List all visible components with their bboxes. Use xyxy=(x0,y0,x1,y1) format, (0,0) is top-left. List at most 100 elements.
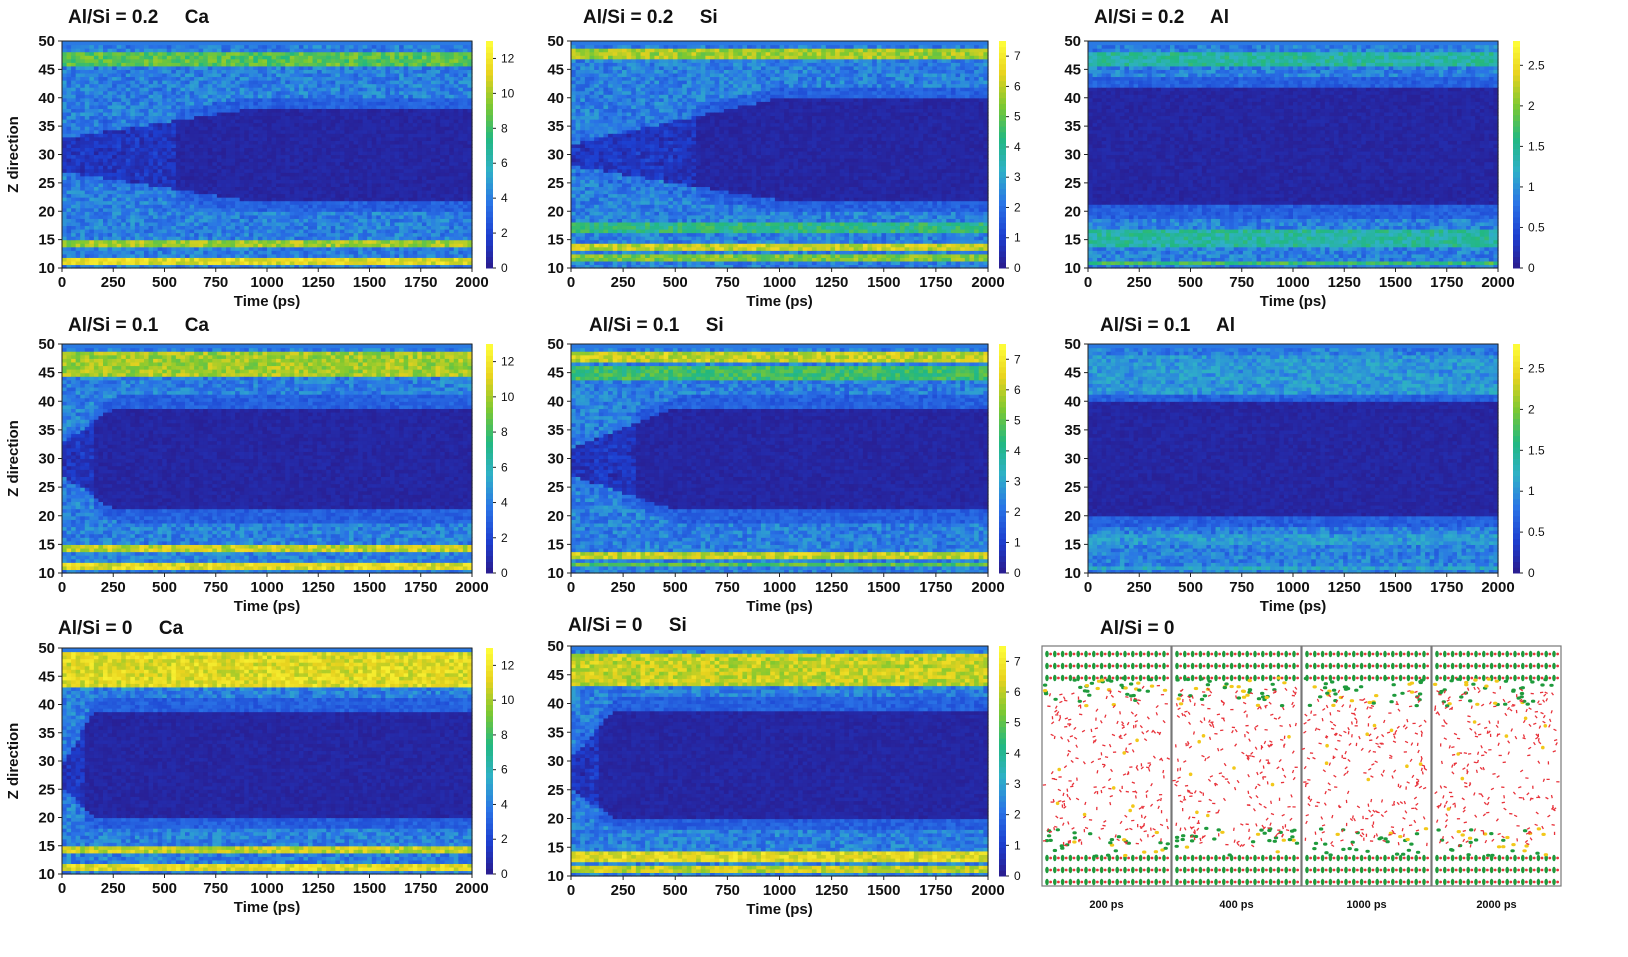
heatmap-cell xyxy=(262,189,268,195)
heatmap-cell xyxy=(226,225,232,230)
heatmap-cell xyxy=(312,197,318,202)
heatmap-cell xyxy=(385,179,391,184)
heatmap-cell xyxy=(308,154,314,159)
heatmap-cell xyxy=(194,197,200,202)
heatmap-cell xyxy=(134,69,141,74)
heatmap-cell xyxy=(358,193,364,198)
heatmap-cell xyxy=(330,250,336,255)
heatmap-cell xyxy=(175,207,182,212)
heatmap-cell xyxy=(235,58,241,63)
heatmap-cell xyxy=(175,232,182,237)
heatmap-cell xyxy=(148,104,154,109)
heatmap-cell xyxy=(107,246,113,251)
heatmap-cell xyxy=(390,41,396,46)
heatmap-cell xyxy=(98,260,104,266)
heatmap-cell xyxy=(75,218,81,223)
heatmap-cell xyxy=(175,218,182,223)
heatmap-cell xyxy=(75,51,81,56)
heatmap-cell xyxy=(289,158,295,163)
heatmap-cell xyxy=(353,168,359,173)
heatmap-cell xyxy=(80,182,86,188)
heatmap-cell xyxy=(71,257,77,262)
heatmap-cell xyxy=(66,115,72,120)
heatmap-cell xyxy=(321,83,327,88)
heatmap-cell xyxy=(344,80,350,85)
heatmap-cell xyxy=(175,246,182,251)
heatmap-cell xyxy=(358,189,364,195)
heatmap-cell xyxy=(139,69,145,74)
heatmap-cell xyxy=(112,115,118,120)
heatmap-cell xyxy=(148,228,154,234)
heatmap-cell xyxy=(62,147,68,152)
heatmap-cell xyxy=(125,55,131,60)
heatmap-cell xyxy=(317,122,323,127)
heatmap-cell xyxy=(71,189,77,195)
heatmap-cell xyxy=(194,168,200,173)
heatmap-cell xyxy=(134,58,141,63)
heatmap-cell xyxy=(394,197,400,202)
heatmap-cell xyxy=(335,129,341,134)
heatmap-cell xyxy=(412,193,418,198)
heatmap-cell xyxy=(98,119,104,124)
heatmap-cell xyxy=(248,44,254,49)
heatmap-cell xyxy=(107,218,113,223)
heatmap-cell xyxy=(308,218,314,223)
heatmap-cell xyxy=(212,119,218,124)
heatmap-cell xyxy=(294,214,300,219)
heatmap-cell xyxy=(408,200,414,205)
heatmap-cell xyxy=(285,204,291,209)
heatmap-cell xyxy=(71,211,77,216)
heatmap-cell xyxy=(349,76,355,81)
heatmap-cell xyxy=(358,80,364,85)
heatmap-cell xyxy=(93,189,100,195)
heatmap-cell xyxy=(230,236,236,241)
heatmap-cell xyxy=(317,90,323,95)
heatmap-cell xyxy=(380,211,387,216)
heatmap-cell xyxy=(321,175,327,180)
heatmap-cell xyxy=(289,225,295,230)
heatmap-cell xyxy=(107,179,113,184)
heatmap-cell xyxy=(285,264,291,269)
heatmap-cell xyxy=(221,55,227,60)
heatmap-cell xyxy=(380,228,387,234)
heatmap-cell xyxy=(139,179,145,184)
heatmap-cell xyxy=(344,133,350,138)
heatmap-cell xyxy=(326,154,332,159)
heatmap-cell xyxy=(75,186,81,191)
heatmap-cell xyxy=(280,72,286,78)
heatmap-cell xyxy=(121,193,127,198)
heatmap-cell xyxy=(226,186,232,191)
heatmap-cell xyxy=(162,243,168,248)
heatmap-cell xyxy=(198,239,204,244)
heatmap-cell xyxy=(312,264,318,269)
heatmap-cell xyxy=(239,122,245,127)
heatmap-cell xyxy=(185,158,191,163)
heatmap-cell xyxy=(330,108,336,113)
heatmap-cell xyxy=(344,225,350,230)
heatmap-cell xyxy=(71,228,77,234)
heatmap-cell xyxy=(235,44,241,49)
heatmap-cell xyxy=(180,101,186,106)
heatmap-cell xyxy=(271,232,277,237)
heatmap-cell xyxy=(408,97,414,102)
heatmap-cell xyxy=(390,55,396,60)
heatmap-cell xyxy=(75,200,81,205)
heatmap-cell xyxy=(312,90,318,95)
heatmap-cell xyxy=(267,204,273,209)
heatmap-cell xyxy=(303,207,309,212)
heatmap-cell xyxy=(244,140,250,145)
heatmap-cell xyxy=(412,87,418,92)
heatmap-cell xyxy=(180,111,186,117)
heatmap-cell xyxy=(267,239,273,244)
heatmap-cell xyxy=(121,48,127,53)
heatmap-cell xyxy=(62,94,68,99)
heatmap-cell xyxy=(326,65,332,70)
heatmap-cell xyxy=(339,204,346,209)
heatmap-cell xyxy=(289,140,295,145)
heatmap-cell xyxy=(93,161,100,166)
heatmap-cell xyxy=(308,260,314,266)
heatmap-cell xyxy=(139,232,145,237)
heatmap-cell xyxy=(216,126,223,131)
heatmap-cell xyxy=(75,150,81,156)
heatmap-cell xyxy=(317,225,323,230)
